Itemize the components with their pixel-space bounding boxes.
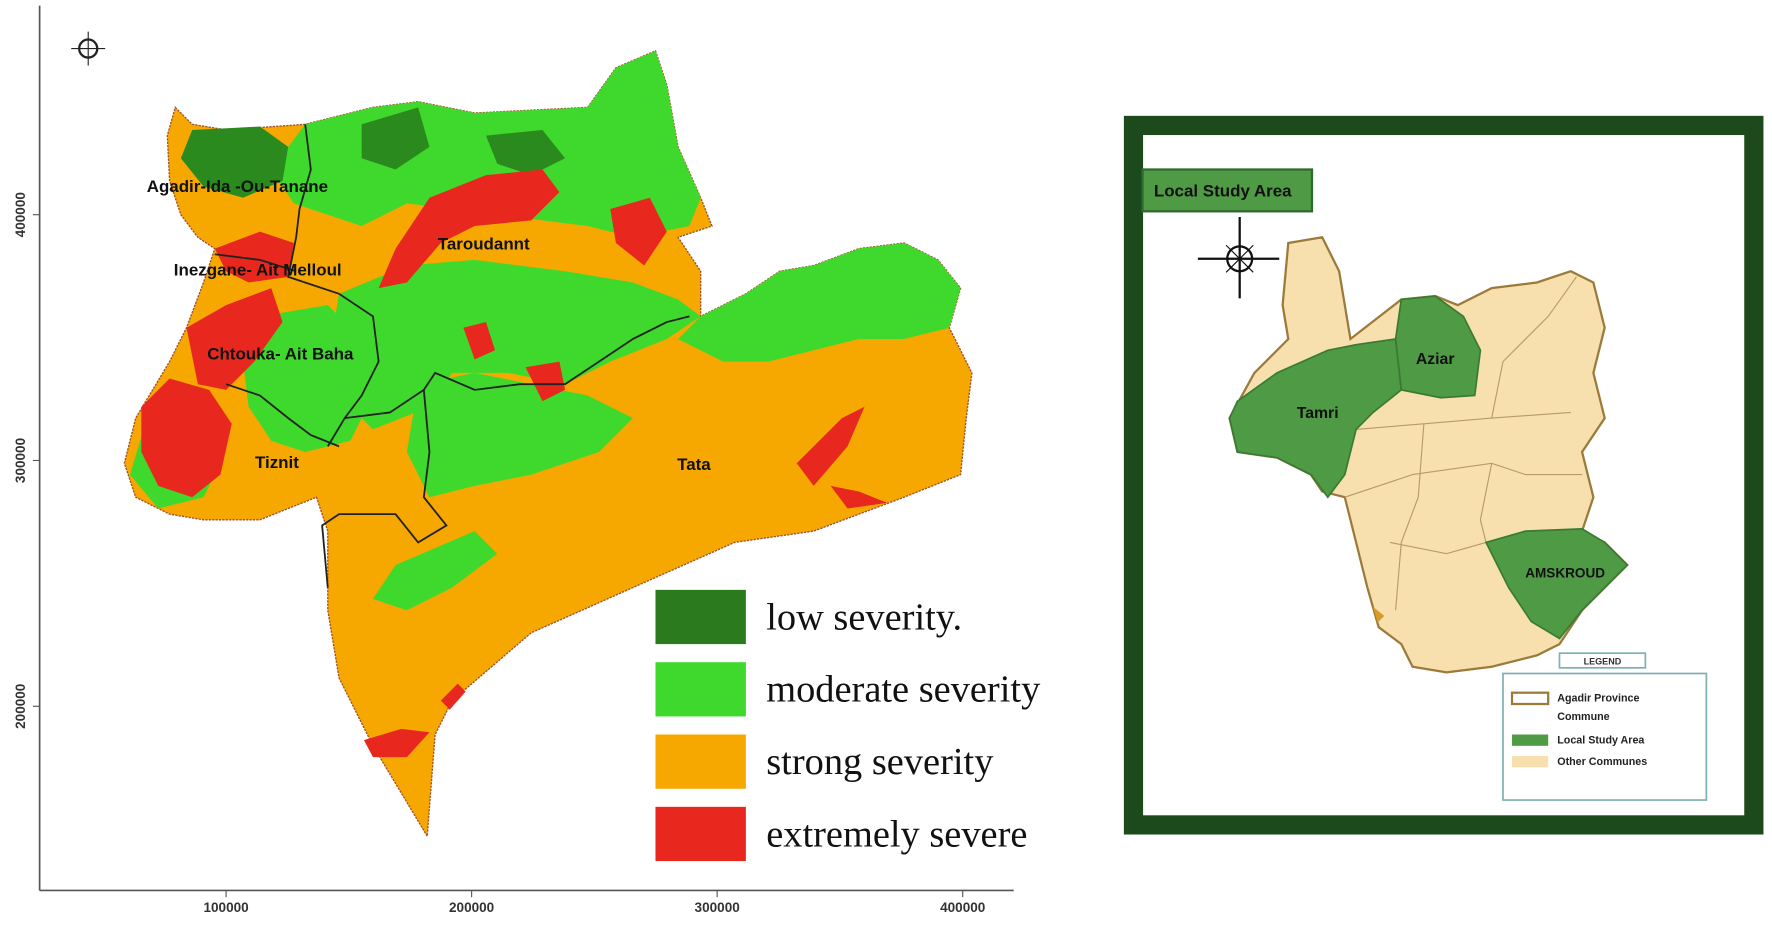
map-shape <box>1491 276 1577 419</box>
inset-commune-labels: Tamri Aziar AMSKROUD <box>1297 351 1606 581</box>
legend-label: moderate severity <box>766 669 1041 711</box>
severity-legend: low severity. moderate severity strong sev… <box>655 589 1041 862</box>
map-shape <box>180 126 289 198</box>
legend-swatch <box>655 662 746 717</box>
map-shape <box>796 406 865 486</box>
x-tick-label: 100000 <box>203 900 248 915</box>
extreme-zones <box>141 169 888 758</box>
legend-swatch-province <box>1510 691 1550 706</box>
map-shape <box>1226 245 1254 273</box>
study-communes <box>1228 295 1629 640</box>
map-shape <box>406 372 633 498</box>
legend-swatch <box>655 589 746 645</box>
map-shape <box>678 242 961 362</box>
legend-province-line2: Commune <box>1557 711 1609 723</box>
map-shape <box>361 107 430 170</box>
inset-title-box <box>1141 168 1314 213</box>
region-label: Inezgane- Ait Melloul <box>174 261 342 280</box>
legend-other: Other Communes <box>1557 756 1647 768</box>
legend-label: extremely severe <box>766 813 1027 855</box>
x-tick-label: 200000 <box>449 900 494 915</box>
legend-swatch <box>655 806 746 862</box>
map-shape <box>321 389 448 588</box>
legend-province-line1: Agadir Province <box>1557 693 1639 705</box>
y-tick-label: 200000 <box>13 684 28 729</box>
map-shape <box>1395 423 1425 611</box>
legend-swatch <box>655 734 746 789</box>
map-shape <box>1484 527 1629 640</box>
legend-label: strong severity <box>766 741 994 783</box>
commune-label: Aziar <box>1416 351 1455 368</box>
region-label: Tiznit <box>255 453 299 472</box>
axis-ticks: 100000 200000 300000 400000 400000 300000 2000… <box>13 192 985 915</box>
region-label: Chtouka- Ait Baha <box>207 344 354 363</box>
severity-map: Agadir-Ida -Ou-Tanane Inezgane- Ait Mello… <box>13 5 1041 915</box>
map-shape <box>378 169 560 289</box>
x-tick-label: 300000 <box>695 900 740 915</box>
map-shape <box>243 305 373 453</box>
legend-study: Local Study Area <box>1557 735 1645 747</box>
inset-legend-title: LEGEND <box>1584 656 1622 666</box>
region-label: Taroudannt <box>438 235 530 254</box>
map-shape <box>363 728 430 758</box>
commune-label: AMSKROUD <box>1525 565 1605 580</box>
region-labels: Agadir-Ida -Ou-Tanane Inezgane- Ait Mello… <box>147 177 712 474</box>
commune-label: Tamri <box>1297 405 1339 422</box>
boundaries <box>214 124 690 588</box>
map-shape <box>214 231 294 283</box>
map-shape <box>372 531 498 611</box>
north-arrow <box>71 31 106 66</box>
coast-mark <box>1373 606 1385 623</box>
map-shape <box>1356 411 1571 430</box>
inset-title: Local Study Area <box>1154 182 1292 201</box>
commune-borders <box>1344 276 1583 611</box>
map-shape <box>463 322 496 360</box>
map-shape <box>1479 463 1493 543</box>
region-label: Agadir-Ida -Ou-Tanane <box>147 177 328 196</box>
region-label: Tata <box>677 455 711 474</box>
legend-swatch-other <box>1512 755 1549 768</box>
map-shape <box>141 378 232 498</box>
map-shape <box>214 253 297 273</box>
y-tick-label: 300000 <box>13 438 28 483</box>
map-shape <box>287 124 380 447</box>
map-shape <box>1225 244 1254 273</box>
map-shape <box>1394 295 1482 399</box>
map-shape <box>485 129 566 176</box>
map-shape <box>830 485 888 509</box>
map-shape <box>1389 541 1487 555</box>
inset-legend-tab <box>1558 652 1647 669</box>
map-shape <box>610 197 667 266</box>
y-tick-label: 400000 <box>13 192 28 237</box>
legend-swatch-study <box>1512 734 1549 746</box>
local-study-inset: Local Study Area Tamri Aziar AMSKROUD <box>1123 115 1764 835</box>
map-shape <box>225 383 340 448</box>
inset-compass <box>1197 216 1280 299</box>
map-shape <box>1228 338 1403 499</box>
map-shape <box>271 50 701 238</box>
map-shape <box>440 683 466 710</box>
map-shape <box>186 288 283 390</box>
map-shape <box>525 361 566 402</box>
x-tick-label: 400000 <box>940 900 985 915</box>
legend-label: low severity. <box>766 596 962 638</box>
map-shape <box>344 315 690 420</box>
